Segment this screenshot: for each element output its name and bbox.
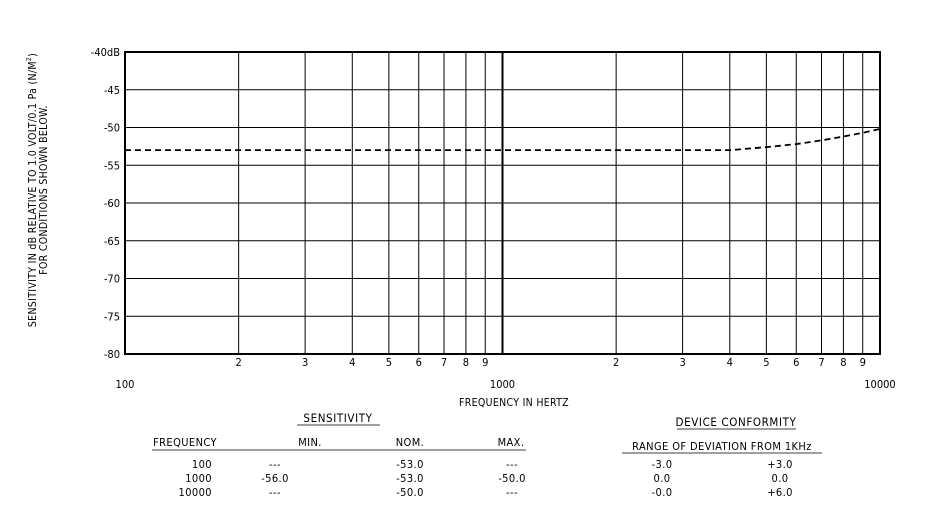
column-header-range: RANGE OF DEVIATION FROM 1KHz xyxy=(632,440,812,453)
row-min: --- xyxy=(269,486,281,499)
x-minor-tick-label: 2 xyxy=(613,356,619,369)
x-minor-tick-label: 8 xyxy=(840,356,846,369)
y-tick-label: -70 xyxy=(104,273,120,286)
y-tick-label: -50 xyxy=(104,122,120,135)
y-tick-label: -40dB xyxy=(91,46,120,59)
x-minor-tick-label: 4 xyxy=(727,356,733,369)
plot-frame xyxy=(124,51,881,355)
sensitivity-title: SENSITIVITY xyxy=(303,411,372,425)
row-min: --- xyxy=(269,458,281,471)
y-tick-labels: -40dB -45 -50 -55 -60 -65 -70 -75 -80 xyxy=(91,46,120,361)
x-minor-tick-label: 2 xyxy=(235,356,241,369)
column-header-nom: NOM. xyxy=(396,436,424,449)
x-axis-title: FREQUENCY IN HERTZ xyxy=(459,397,569,409)
row-max: -50.0 xyxy=(498,472,526,485)
x-minor-tick-label: 9 xyxy=(482,356,488,369)
y-tick-label: -55 xyxy=(104,159,120,172)
y-tick-label: -65 xyxy=(104,235,120,248)
x-minor-tick-label: 5 xyxy=(763,356,769,369)
table-row: 10000 --- -50.0 --- -0.0 +6.0 xyxy=(179,486,793,499)
specification-table: SENSITIVITY DEVICE CONFORMITY FREQUENCY … xyxy=(152,411,822,499)
x-minor-tick-label: 3 xyxy=(302,356,308,369)
y-tick-label: -60 xyxy=(104,197,120,210)
row-deviation-low: -0.0 xyxy=(652,486,673,499)
row-frequency: 100 xyxy=(192,458,212,471)
column-header-max: MAX. xyxy=(498,436,525,449)
row-max: --- xyxy=(506,458,518,471)
row-deviation-low: 0.0 xyxy=(654,472,671,485)
x-minor-tick-label: 8 xyxy=(463,356,469,369)
y-tick-label: -80 xyxy=(104,348,120,361)
x-minor-tick-label: 7 xyxy=(818,356,824,369)
table-row: 1000 -56.0 -53.0 -50.0 0.0 0.0 xyxy=(185,472,788,485)
x-major-tick-label: 100 xyxy=(116,378,135,391)
row-deviation-high: +3.0 xyxy=(767,458,793,471)
x-minor-tick-label: 4 xyxy=(349,356,355,369)
chart-grid xyxy=(124,51,881,355)
series-layer xyxy=(125,128,881,152)
column-header-min: MIN. xyxy=(298,436,322,449)
row-frequency: 1000 xyxy=(185,472,212,485)
y-axis-title: SENSITIVITY IN dB RELATIVE TO 1.0 VOLT/0… xyxy=(25,53,50,327)
column-header-frequency: FREQUENCY xyxy=(153,436,217,449)
sensitivity-series-line xyxy=(125,128,881,152)
row-nom: -50.0 xyxy=(396,486,424,499)
row-max: --- xyxy=(506,486,518,499)
x-minor-tick-label: 6 xyxy=(793,356,799,369)
row-min: -56.0 xyxy=(261,472,289,485)
x-minor-tick-label: 9 xyxy=(860,356,866,369)
row-deviation-high: 0.0 xyxy=(772,472,789,485)
x-minor-tick-label: 6 xyxy=(416,356,422,369)
y-axis-title-line1: SENSITIVITY IN dB RELATIVE TO 1.0 VOLT/0… xyxy=(25,53,39,327)
row-deviation-high: +6.0 xyxy=(767,486,793,499)
row-nom: -53.0 xyxy=(396,458,424,471)
x-minor-tick-label: 7 xyxy=(441,356,447,369)
x-minor-tick-label: 5 xyxy=(386,356,392,369)
x-minor-tick-label: 3 xyxy=(679,356,685,369)
y-tick-label: -75 xyxy=(104,310,120,323)
table-row: 100 --- -53.0 --- -3.0 +3.0 xyxy=(192,458,793,471)
row-deviation-low: -3.0 xyxy=(652,458,673,471)
row-nom: -53.0 xyxy=(396,472,424,485)
y-axis-title-line2: FOR CONDITIONS SHOWN BELOW. xyxy=(38,105,50,275)
row-frequency: 10000 xyxy=(179,486,212,499)
x-major-tick-label: 10000 xyxy=(864,378,895,391)
y-tick-label: -45 xyxy=(104,84,120,97)
conformity-title: DEVICE CONFORMITY xyxy=(676,415,797,429)
x-major-tick-label: 1000 xyxy=(490,378,515,391)
